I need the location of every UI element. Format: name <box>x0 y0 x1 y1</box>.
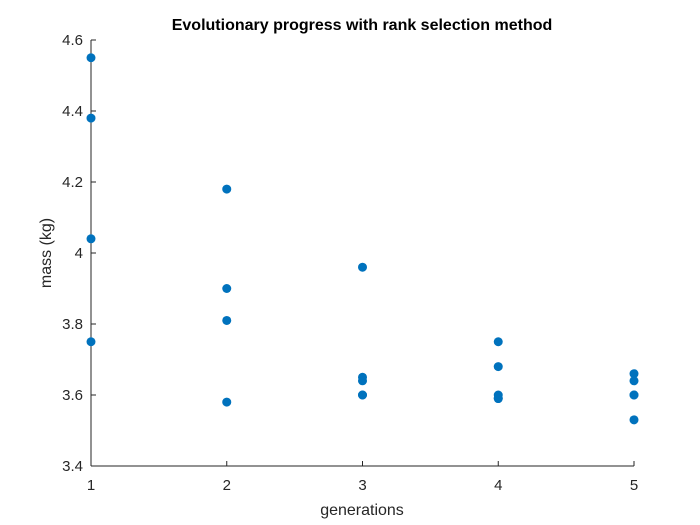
data-points <box>86 53 639 425</box>
y-tick-label: 3.4 <box>62 458 83 475</box>
y-axis: 3.4 3.6 3.8 4 4.2 4.4 4.6 <box>62 32 96 475</box>
data-point <box>222 284 232 293</box>
y-tick-label: 4.2 <box>62 174 83 191</box>
y-tick-label: 4.4 <box>62 103 83 120</box>
x-tick-label: 5 <box>630 477 638 494</box>
data-point <box>493 362 503 372</box>
x-tick-label: 2 <box>223 477 231 494</box>
plot-area <box>90 40 634 467</box>
data-point <box>86 53 96 63</box>
data-point <box>629 376 639 386</box>
chart-title: Evolutionary progress with rank selectio… <box>172 17 553 34</box>
data-point <box>358 390 367 400</box>
data-point <box>493 337 503 347</box>
data-point <box>86 113 96 123</box>
y-tick-label: 4 <box>75 245 83 262</box>
data-point <box>358 262 367 272</box>
data-point <box>493 394 503 404</box>
data-point <box>358 376 367 386</box>
y-tick-label: 4.6 <box>62 32 83 49</box>
data-point <box>222 184 232 194</box>
x-tick-label: 1 <box>87 477 95 494</box>
x-tick-label: 4 <box>494 477 502 494</box>
data-point <box>222 397 232 407</box>
data-point <box>629 390 639 400</box>
x-axis: 1 2 3 4 5 <box>87 461 638 494</box>
data-point <box>222 315 232 325</box>
data-point <box>629 415 639 425</box>
y-tick-label: 3.6 <box>62 387 83 404</box>
data-point <box>86 234 96 244</box>
x-axis-label: generations <box>320 502 404 519</box>
data-point <box>86 337 96 347</box>
data-point <box>629 369 639 379</box>
x-tick-label: 3 <box>358 477 366 494</box>
y-axis-label: mass (kg) <box>38 218 55 288</box>
y-tick-label: 3.8 <box>62 316 83 333</box>
